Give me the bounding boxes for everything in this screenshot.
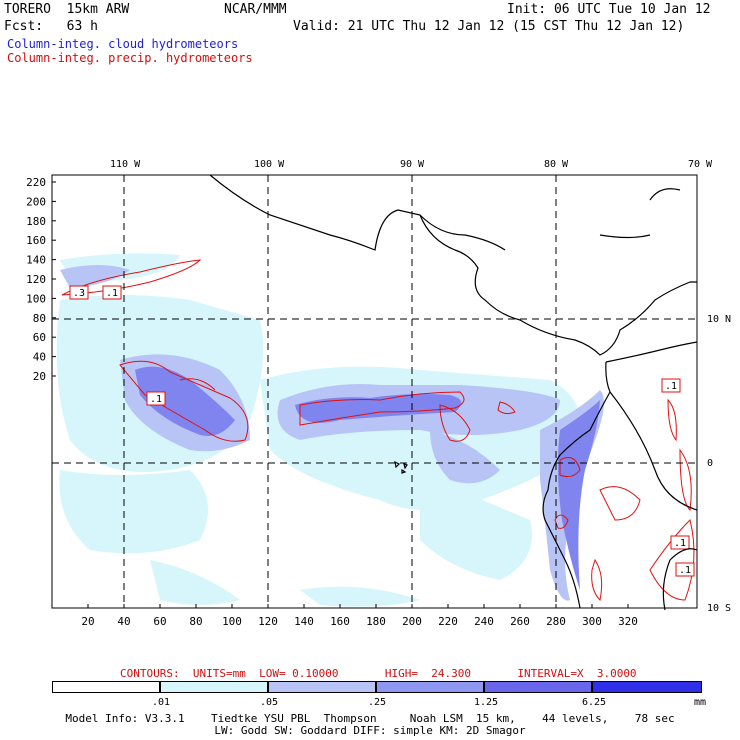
model-title: TORERO 15km ARW xyxy=(4,2,130,17)
y-tick-label: 160 xyxy=(26,234,46,247)
y-axis-ticks: 220 200 180 160 140 120 100 80 60 40 20 xyxy=(26,176,56,383)
lat-label: 10 S xyxy=(707,603,731,614)
colorbar-swatch xyxy=(268,681,376,693)
x-tick-label: 60 xyxy=(153,615,166,628)
valid-time: Valid: 21 UTC Thu 12 Jan 12 (15 CST Thu … xyxy=(293,19,685,34)
y-tick-label: 80 xyxy=(33,312,46,325)
y-tick-label: 20 xyxy=(33,370,46,383)
colorbar-units: mm xyxy=(694,697,707,708)
y-tick-label: 140 xyxy=(26,254,46,267)
x-tick-label: 320 xyxy=(618,615,638,628)
x-tick-label: 20 xyxy=(81,615,94,628)
x-tick-label: 120 xyxy=(258,615,278,628)
y-tick-label: 40 xyxy=(33,351,46,364)
x-tick-label: 220 xyxy=(438,615,458,628)
x-tick-label: 280 xyxy=(546,615,566,628)
contour-label: .1 xyxy=(106,288,118,299)
organization-label: NCAR/MMM xyxy=(224,2,287,17)
contour-label: .1 xyxy=(150,394,162,405)
y-tick-label: 220 xyxy=(26,176,46,189)
x-tick-label: 140 xyxy=(294,615,314,628)
y-tick-label: 180 xyxy=(26,215,46,228)
x-tick-label: 160 xyxy=(330,615,350,628)
x-tick-label: 300 xyxy=(582,615,602,628)
forecast-hour: Fcst: 63 h xyxy=(4,19,98,34)
contour-label: .1 xyxy=(679,565,691,576)
x-tick-label: 180 xyxy=(366,615,386,628)
colorbar-swatch xyxy=(52,681,160,693)
y-tick-label: 120 xyxy=(26,273,46,286)
colorbar-label: .25 xyxy=(368,697,387,708)
y-tick-label: 100 xyxy=(26,292,46,305)
colorbar-swatch xyxy=(484,681,592,693)
lon-label: 90 W xyxy=(400,159,425,170)
colorbar-label: .01 xyxy=(152,697,171,708)
colorbar-swatch xyxy=(160,681,268,693)
colorbar-swatch xyxy=(376,681,484,693)
colorbar-label: .05 xyxy=(260,697,279,708)
contours-info: CONTOURS: UNITS=mm LOW= 0.10000 HIGH= 24… xyxy=(120,667,637,680)
x-tick-label: 200 xyxy=(402,615,422,628)
map-frame xyxy=(51,174,698,609)
colorbar-label: 6.25 xyxy=(582,697,607,708)
model-info-line1: Model Info: V3.3.1 Tiedtke YSU PBL Thomp… xyxy=(65,712,675,725)
x-tick-label: 240 xyxy=(474,615,494,628)
init-time: Init: 06 UTC Tue 10 Jan 12 xyxy=(507,2,711,17)
contour-label: .1 xyxy=(665,381,677,392)
x-tick-label: 260 xyxy=(510,615,530,628)
colorbar-label: 1.25 xyxy=(474,697,499,708)
x-tick-label: 40 xyxy=(117,615,130,628)
x-axis-ticks: 20 40 60 80 100 120 140 160 180 200 220 240 260 280 30… xyxy=(81,604,638,628)
lon-label: 80 W xyxy=(544,159,569,170)
graticule xyxy=(52,175,697,608)
lon-label: 110 W xyxy=(110,159,141,170)
lon-label: 100 W xyxy=(254,159,285,170)
field-cloud-label: Column-integ. cloud hydrometeors xyxy=(7,37,239,51)
colorbar-swatch xyxy=(592,681,702,693)
contour-label: .3 xyxy=(73,288,85,299)
lat-label: 10 N xyxy=(707,314,731,325)
lat-label: 0 xyxy=(707,458,713,469)
y-tick-label: 200 xyxy=(26,195,46,208)
lon-label: 70 W xyxy=(688,159,713,170)
x-tick-label: 100 xyxy=(222,615,242,628)
model-info-line2: LW: Godd SW: Goddard DIFF: simple KM: 2D… xyxy=(214,724,526,737)
x-tick-label: 80 xyxy=(189,615,202,628)
contour-label: .1 xyxy=(674,538,686,549)
y-tick-label: 60 xyxy=(33,331,46,344)
field-precip-label: Column-integ. precip. hydrometeors xyxy=(7,51,253,65)
coastlines xyxy=(209,174,698,611)
precip-contours xyxy=(61,259,695,602)
contour-labels: .3 .1 .1 .1 .1 .1 xyxy=(69,285,695,577)
